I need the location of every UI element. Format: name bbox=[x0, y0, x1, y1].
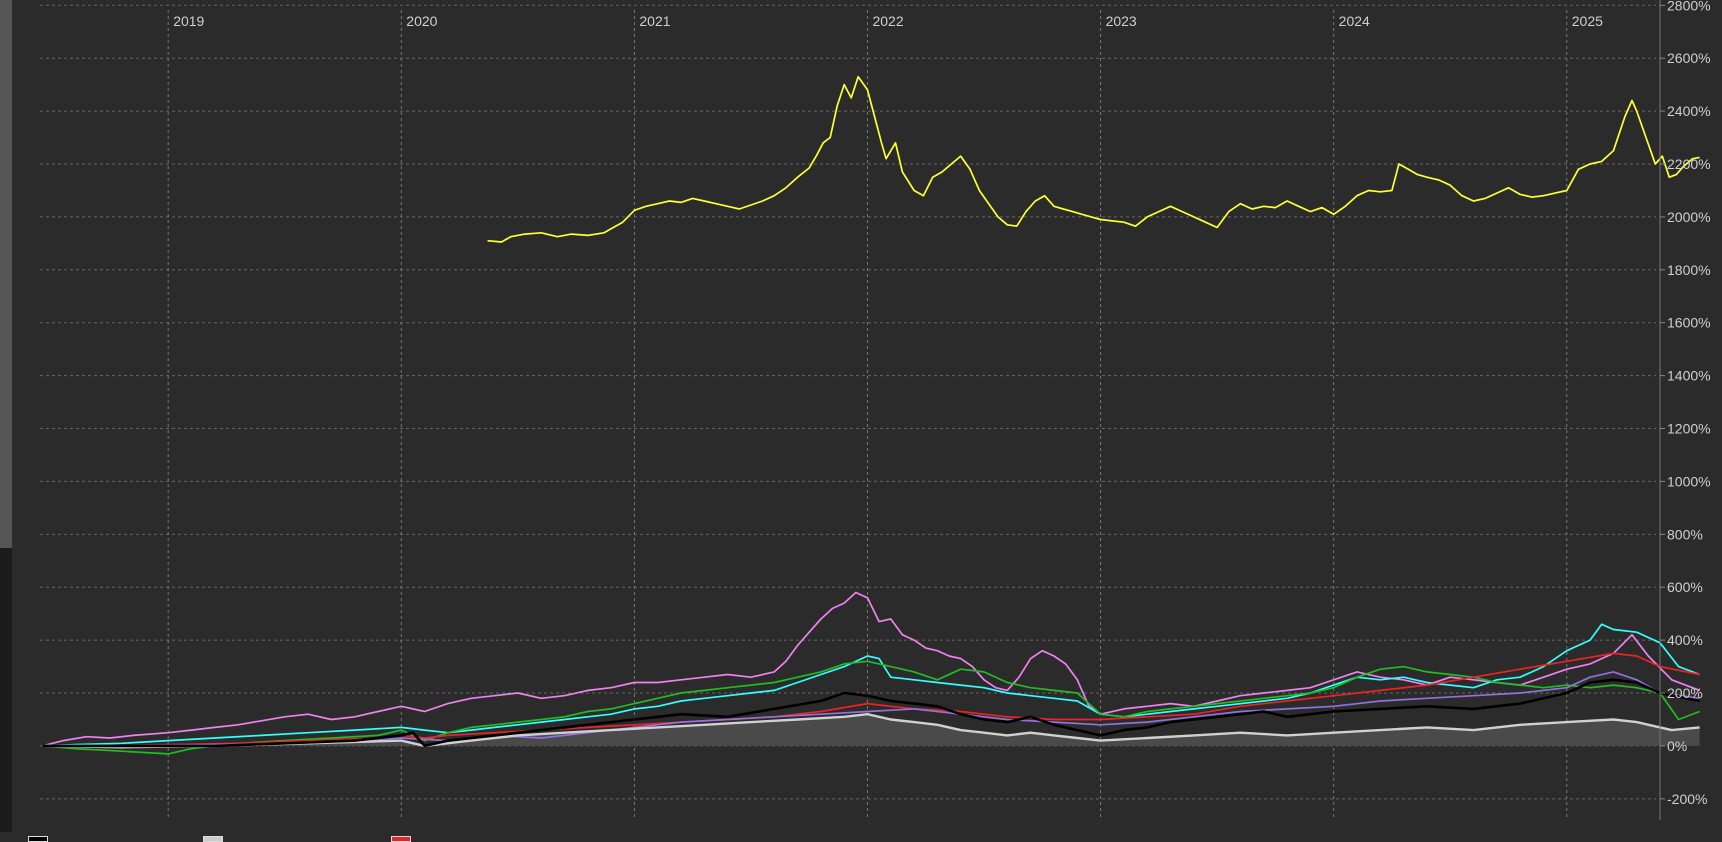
series-lines bbox=[42, 75, 1700, 755]
series-line bbox=[42, 623, 1700, 747]
legend bbox=[0, 832, 1722, 839]
y-tick-label: 1600% bbox=[1667, 315, 1711, 331]
left-scrollbar[interactable] bbox=[0, 0, 12, 548]
legend-swatch[interactable] bbox=[391, 836, 411, 842]
x-axis-ticks: 2019 2020 2021 2022 2023 2024 2025 bbox=[173, 13, 1603, 29]
series-line bbox=[42, 678, 1700, 748]
y-tick-label: 2800% bbox=[1667, 0, 1711, 13]
x-tick-label: 2022 bbox=[872, 13, 903, 29]
series-line bbox=[42, 713, 1700, 749]
legend-swatch[interactable] bbox=[203, 836, 223, 842]
x-tick-label: 2019 bbox=[173, 13, 204, 29]
y-tick-label: 1000% bbox=[1667, 473, 1711, 489]
y-tick-label: 0% bbox=[1667, 738, 1687, 754]
y-tick-label: -200% bbox=[1667, 791, 1707, 807]
y-tick-label: 600% bbox=[1667, 579, 1703, 595]
series-line bbox=[42, 591, 1700, 747]
y-tick-label: 2200% bbox=[1667, 156, 1711, 172]
y-tick-label: 800% bbox=[1667, 526, 1703, 542]
y-tick-label: 1200% bbox=[1667, 421, 1711, 437]
y-tick-label: 2400% bbox=[1667, 103, 1711, 119]
series-line bbox=[487, 75, 1700, 243]
x-tick-label: 2021 bbox=[639, 13, 670, 29]
x-tick-label: 2023 bbox=[1106, 13, 1137, 29]
y-tick-label: 2600% bbox=[1667, 50, 1711, 66]
y-tick-label: 200% bbox=[1667, 685, 1703, 701]
baseline-area-fill bbox=[42, 714, 1700, 748]
series-line bbox=[42, 652, 1700, 747]
y-tick-label: 1800% bbox=[1667, 262, 1711, 278]
y-tick-label: 2000% bbox=[1667, 209, 1711, 225]
baseline-area bbox=[42, 714, 1700, 748]
x-tick-label: 2025 bbox=[1572, 13, 1603, 29]
x-tick-label: 2020 bbox=[406, 13, 437, 29]
x-tick-label: 2024 bbox=[1339, 13, 1370, 29]
y-tick-label: 400% bbox=[1667, 632, 1703, 648]
y-axis-ticks: 2800% 2600% 2400% 2200% 2000% 1800% 1600% 1400%… bbox=[1659, 0, 1711, 820]
chart-grid bbox=[40, 4, 1656, 820]
series-line bbox=[42, 660, 1700, 755]
y-tick-label: 1400% bbox=[1667, 368, 1711, 384]
legend-swatch[interactable] bbox=[28, 836, 48, 842]
